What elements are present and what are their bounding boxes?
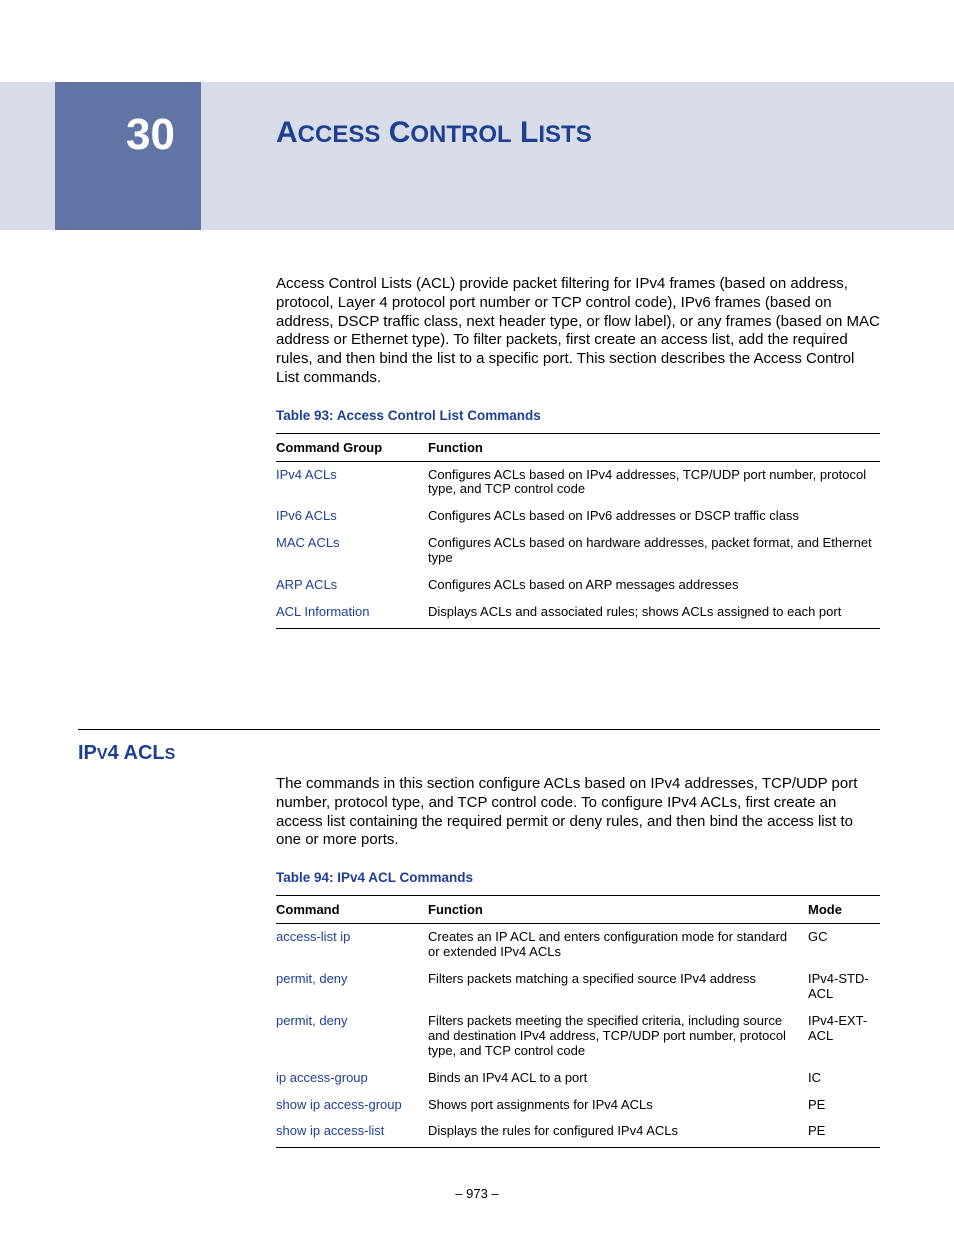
table-cell: Shows port assignments for IPv4 ACLs (428, 1092, 808, 1119)
command-link[interactable]: IPv6 ACLs (276, 508, 337, 523)
command-link[interactable]: ARP ACLs (276, 577, 337, 592)
section-heading-ipv4: IPV4 ACLS (78, 742, 175, 765)
table-cell: Configures ACLs based on IPv4 addresses,… (428, 461, 880, 503)
table-header: Function (428, 433, 880, 461)
table-header: Command (276, 896, 428, 924)
table-header: Function (428, 896, 808, 924)
table-row: ARP ACLs Configures ACLs based on ARP me… (276, 572, 880, 599)
table-header-row: Command Function Mode (276, 896, 880, 924)
table-cell: IPv4-STD-ACL (808, 966, 880, 1008)
command-link[interactable]: ip access-group (276, 1070, 368, 1085)
table-row: show ip access-group Shows port assignme… (276, 1092, 880, 1119)
table-cell: IC (808, 1065, 880, 1092)
table-header: Command Group (276, 433, 428, 461)
table-row: MAC ACLs Configures ACLs based on hardwa… (276, 530, 880, 572)
table-row: IPv4 ACLs Configures ACLs based on IPv4 … (276, 461, 880, 503)
command-link[interactable]: permit, deny (276, 971, 348, 986)
table-cell: Binds an IPv4 ACL to a port (428, 1065, 808, 1092)
intro-paragraph: Access Control Lists (ACL) provide packe… (276, 275, 880, 388)
command-link[interactable]: show ip access-group (276, 1097, 402, 1112)
table-cell: Configures ACLs based on ARP messages ad… (428, 572, 880, 599)
table-row: permit, deny Filters packets matching a … (276, 966, 880, 1008)
command-link[interactable]: permit, deny (276, 1013, 348, 1028)
table-row: ACL Information Displays ACLs and associ… (276, 599, 880, 628)
table-cell: Filters packets matching a specified sou… (428, 966, 808, 1008)
table-cell: Configures ACLs based on IPv6 addresses … (428, 503, 880, 530)
table-cell: Displays ACLs and associated rules; show… (428, 599, 880, 628)
command-link[interactable]: show ip access-list (276, 1123, 384, 1138)
command-link[interactable]: access-list ip (276, 929, 350, 944)
table-header: Mode (808, 896, 880, 924)
chapter-title: ACCESS CONTROL LISTS (276, 116, 592, 150)
table-93: Command Group Function IPv4 ACLs Configu… (276, 433, 880, 630)
table-row: IPv6 ACLs Configures ACLs based on IPv6 … (276, 503, 880, 530)
table-cell: Filters packets meeting the specified cr… (428, 1008, 808, 1065)
table-94-caption: Table 94: IPv4 ACL Commands (276, 870, 880, 885)
table-cell: PE (808, 1118, 880, 1147)
table-94: Command Function Mode access-list ip Cre… (276, 895, 880, 1148)
table-cell: PE (808, 1092, 880, 1119)
table-cell: Creates an IP ACL and enters configurati… (428, 924, 808, 966)
table-header-row: Command Group Function (276, 433, 880, 461)
table-row: permit, deny Filters packets meeting the… (276, 1008, 880, 1065)
table-93-caption: Table 93: Access Control List Commands (276, 408, 880, 423)
command-link[interactable]: IPv4 ACLs (276, 467, 337, 482)
chapter-number-block: 30 (55, 82, 201, 230)
section-divider (78, 729, 880, 730)
ipv4-section-paragraph: The commands in this section configure A… (276, 775, 880, 850)
table-cell: GC (808, 924, 880, 966)
page-number: – 973 – (0, 1186, 954, 1201)
table-row: access-list ip Creates an IP ACL and ent… (276, 924, 880, 966)
table-cell: Configures ACLs based on hardware addres… (428, 530, 880, 572)
table-row: show ip access-list Displays the rules f… (276, 1118, 880, 1147)
command-link[interactable]: MAC ACLs (276, 535, 340, 550)
command-link[interactable]: ACL Information (276, 604, 369, 619)
table-cell: Displays the rules for configured IPv4 A… (428, 1118, 808, 1147)
table-cell: IPv4-EXT-ACL (808, 1008, 880, 1065)
table-row: ip access-group Binds an IPv4 ACL to a p… (276, 1065, 880, 1092)
